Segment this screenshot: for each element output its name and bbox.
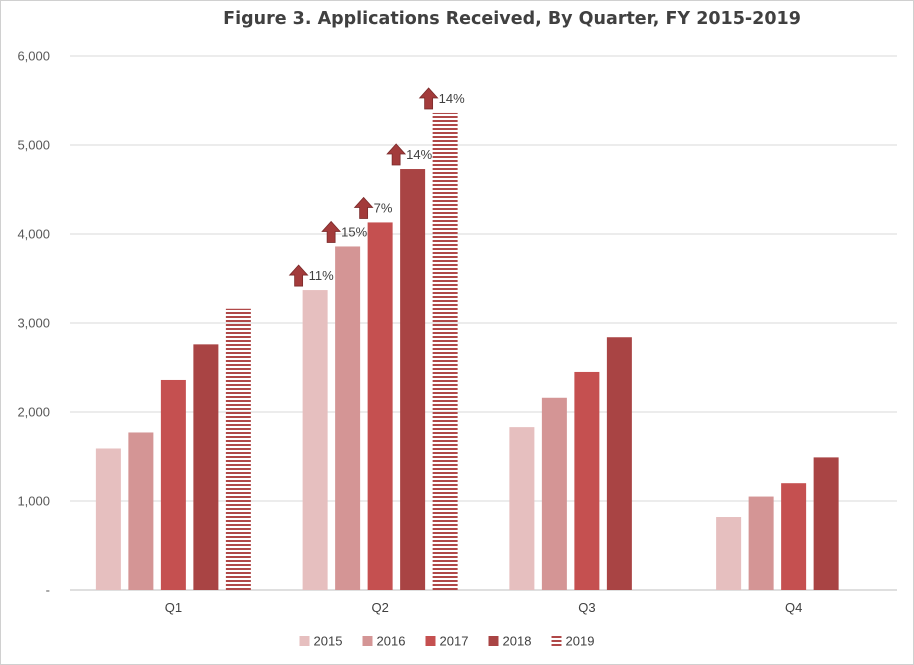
bar-2017-Q1 [160,379,186,590]
annotation-label: 15% [341,224,367,239]
x-tick-label: Q3 [578,600,595,615]
legend-label: 2017 [440,634,469,649]
up-arrow-icon [353,196,374,219]
annotation-label: 7% [374,200,393,215]
legend-label: 2015 [314,634,343,649]
y-tick-label: 2,000 [17,405,50,420]
y-tick-label: 1,000 [17,494,50,509]
y-tick-label: 3,000 [17,316,50,331]
bar-2015-Q3 [509,427,535,590]
up-arrow-icon [288,264,309,287]
up-arrow-icon [418,87,439,110]
annotation-label: 11% [309,268,334,283]
bar-2015-Q1 [95,448,121,590]
x-tick-label: Q1 [165,600,182,615]
bar-2017-Q4 [781,483,807,590]
legend-swatch-2017 [425,636,436,646]
bar-2018-Q2 [400,169,426,590]
y-tick-label: - [46,583,50,598]
legend-swatch-2018 [488,636,499,646]
legend-swatch-2019 [551,636,562,646]
up-arrow-icon [386,143,407,166]
x-tick-label: Q4 [785,600,802,615]
legend-swatch-2015 [299,636,310,646]
y-tick-label: 5,000 [17,138,50,153]
bar-2015-Q2 [302,290,328,590]
y-tick-label: 4,000 [17,227,50,242]
x-tick-label: Q2 [371,600,388,615]
bar-2019-Q1 [225,308,251,590]
bar-2017-Q3 [574,371,600,590]
legend-swatch-2016 [362,636,373,646]
bar-2016-Q2 [335,246,361,590]
bar-2016-Q1 [128,432,154,590]
annotation-label: 14% [439,91,465,106]
legend-label: 2019 [566,634,595,649]
y-tick-label: 6,000 [17,49,50,64]
up-arrow-icon [321,220,342,243]
bar-2018-Q3 [606,337,632,590]
bar-2019-Q2 [432,112,458,591]
legend-label: 2016 [377,634,406,649]
bar-2018-Q4 [813,457,839,590]
legend-label: 2018 [503,634,532,649]
bar-2015-Q4 [716,517,742,590]
chart-title: Figure 3. Applications Received, By Quar… [223,9,801,29]
bar-2017-Q2 [367,222,393,590]
bar-2016-Q4 [748,496,774,590]
bar-2018-Q1 [193,344,219,590]
annotation-label: 14% [406,147,432,162]
bar-2016-Q3 [541,397,567,590]
